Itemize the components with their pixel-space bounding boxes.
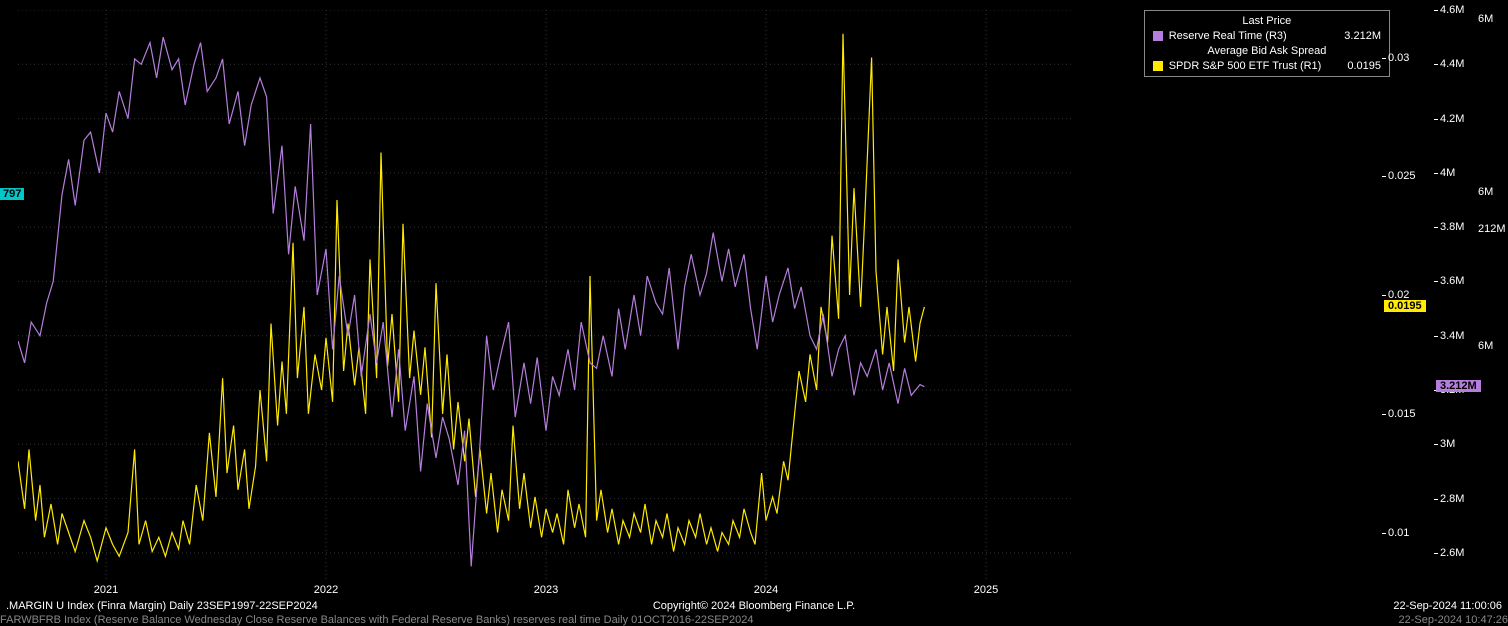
footer-line-1-center: Copyright© 2024 Bloomberg Finance L.P. [653,600,855,612]
r2-marker-purple: 3.212M [1436,380,1481,392]
r3-tick-label: 6M [1478,13,1493,25]
legend-title-2: Average Bid Ask Spread [1153,44,1381,59]
r2-tick-label: 2.6M [1440,547,1464,559]
legend-series-1-value: 3.212M [1324,29,1381,44]
r2-tick-label: 4.4M [1440,58,1464,70]
chart-legend: Last Price Reserve Real Time (R3) 3.212M… [1144,10,1390,77]
r2-tick-label: 4.2M [1440,113,1464,125]
legend-series-2-value: 0.0195 [1327,59,1381,74]
r2-tick-label: 3.8M [1440,221,1464,233]
legend-title-1: Last Price [1153,14,1381,29]
legend-swatch-yellow [1153,61,1163,71]
r1-tick-label: 0.03 [1388,52,1409,64]
r1-tick-label: 0.025 [1388,170,1416,182]
r2-tick-label: 3.4M [1440,330,1464,342]
chart-plot [18,10,1074,580]
x-tick-label: 2022 [314,584,338,596]
footer-line-1-right: 22-Sep-2024 11:00:06 [1393,600,1502,612]
r2-tick-label: 4.6M [1440,4,1464,16]
x-tick-label: 2024 [754,584,778,596]
r1-marker-yellow: 0.0195 [1384,300,1426,312]
r2-tick-label: 2.8M [1440,493,1464,505]
r2-tick-label: 4M [1440,167,1455,179]
legend-swatch-purple [1153,31,1163,41]
legend-series-1-label: Reserve Real Time (R3) [1169,29,1287,44]
r3-tick-label: 6M [1478,186,1493,198]
left-axis-marker: 797 [0,188,24,200]
footer-line-2-right: 22-Sep-2024 10:47:26 [1399,614,1508,626]
r3-tick-label: 212M [1478,223,1506,235]
r2-tick-label: 3.6M [1440,275,1464,287]
footer-line-1-left: .MARGIN U Index (Finra Margin) Daily 23S… [6,600,318,612]
legend-series-2-label: SPDR S&P 500 ETF Trust (R1) [1169,59,1322,74]
r1-tick-label: 0.01 [1388,527,1409,539]
footer-line-2-left: FARWBFRB Index (Reserve Balance Wednesda… [0,614,753,626]
x-tick-label: 2023 [534,584,558,596]
r2-tick-label: 3M [1440,438,1455,450]
r3-tick-label: 6M [1478,340,1493,352]
r1-tick-label: 0.015 [1388,408,1416,420]
x-tick-label: 2021 [94,584,118,596]
x-tick-label: 2025 [974,584,998,596]
